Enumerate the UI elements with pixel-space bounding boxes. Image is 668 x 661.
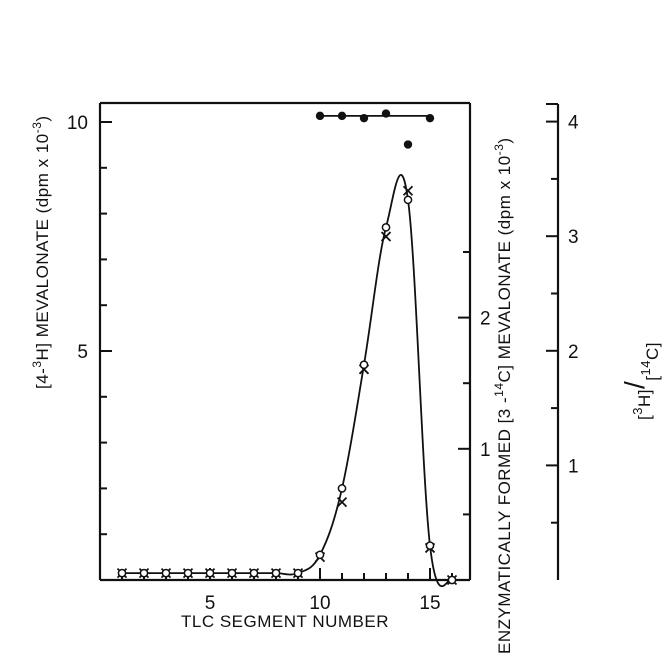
left-y-tick-label: 10 bbox=[67, 113, 88, 134]
ratio-label-sup: 3 bbox=[630, 407, 645, 415]
ratio-label-sup: 14 bbox=[638, 360, 653, 375]
ratio-label-slash: / bbox=[619, 381, 650, 389]
left-y-label-part: [4- bbox=[33, 368, 52, 389]
filled-circle-marker bbox=[337, 111, 347, 121]
filled-circle-marker bbox=[381, 109, 391, 118]
right-y-tick-label: 2 bbox=[568, 342, 579, 363]
mid-y-label-part: ) bbox=[495, 137, 514, 143]
left-y-axis-label: [4-3H] MEVALONATE (dpm x 10-3) bbox=[30, 115, 52, 389]
open-circle-marker bbox=[359, 360, 369, 370]
open-circle-marker bbox=[139, 568, 149, 578]
ratio-label-part: [ bbox=[643, 376, 662, 381]
tick-labels: 5 10 15 5 10 1 2 1 2 3 4 bbox=[67, 113, 579, 614]
middle-y-axis-label: ENZYMATICALLY FORMED [3 -14C] MEVALONATE… bbox=[492, 137, 514, 654]
x-tick-label: 5 bbox=[205, 593, 216, 614]
filled-circle-marker bbox=[359, 113, 369, 123]
open-circle-marker bbox=[205, 568, 215, 578]
series-layer bbox=[116, 109, 458, 588]
x-marker-stroke bbox=[402, 185, 414, 196]
left-y-label-sup: 3 bbox=[30, 360, 44, 367]
open-circle-marker bbox=[183, 568, 193, 578]
left-y-label-part: ) bbox=[33, 115, 52, 121]
right-y-tick-label: 1 bbox=[568, 456, 579, 477]
open-circle-marker bbox=[403, 195, 413, 205]
x-tick-label: 15 bbox=[419, 593, 440, 614]
x-marker bbox=[402, 185, 414, 196]
ratio-label-part: [ bbox=[635, 415, 654, 420]
filled-circle-marker bbox=[425, 113, 435, 123]
left-y-label-sup: -3 bbox=[30, 122, 44, 134]
left-y-label-part: H] MEVALONATE (dpm x 10 bbox=[33, 133, 52, 360]
right-y-tick-label: 4 bbox=[568, 113, 579, 134]
x-marker-stroke bbox=[380, 231, 392, 242]
mid-y-label-part: ENZYMATICALLY FORMED [3 - bbox=[495, 397, 514, 654]
mid-y-tick-label: 2 bbox=[480, 309, 491, 330]
x-marker bbox=[380, 231, 392, 242]
open-circle-marker bbox=[117, 568, 127, 578]
plot-frame bbox=[98, 101, 560, 582]
ratio-label-part: H] bbox=[635, 389, 654, 407]
x-marker-stroke bbox=[336, 497, 348, 508]
right-y-axis-label: [3H]/[14C] bbox=[619, 342, 662, 420]
mid-y-label-part: C] MEVALONATE (dpm x 10 bbox=[495, 155, 514, 382]
x-marker bbox=[336, 497, 348, 508]
tick-marks bbox=[100, 103, 558, 580]
open-circle-marker bbox=[249, 568, 259, 578]
open-circle-marker bbox=[227, 568, 237, 578]
open-circle-marker bbox=[337, 484, 347, 493]
filled-circle-marker bbox=[403, 140, 413, 149]
mevalonate-curve bbox=[121, 174, 453, 588]
open-circle-marker bbox=[425, 541, 435, 551]
open-circle-marker bbox=[447, 575, 457, 585]
filled-circle-marker bbox=[315, 111, 325, 121]
mid-y-label-sup: 14 bbox=[492, 382, 506, 396]
open-circle-marker bbox=[315, 550, 325, 560]
right-y-tick-label: 3 bbox=[568, 227, 579, 248]
x-axis-label: TLC SEGMENT NUMBER bbox=[181, 612, 389, 631]
open-circle-marker bbox=[161, 568, 171, 578]
open-circle-marker bbox=[293, 568, 303, 578]
left-y-tick-label: 5 bbox=[77, 342, 88, 363]
ratio-label-part: C] bbox=[643, 342, 662, 360]
mid-y-tick-label: 1 bbox=[480, 440, 491, 461]
open-circle-marker bbox=[381, 222, 391, 232]
open-circle-marker bbox=[271, 568, 281, 578]
mid-y-label-sup: -3 bbox=[492, 144, 506, 156]
x-tick-label: 10 bbox=[309, 593, 330, 614]
